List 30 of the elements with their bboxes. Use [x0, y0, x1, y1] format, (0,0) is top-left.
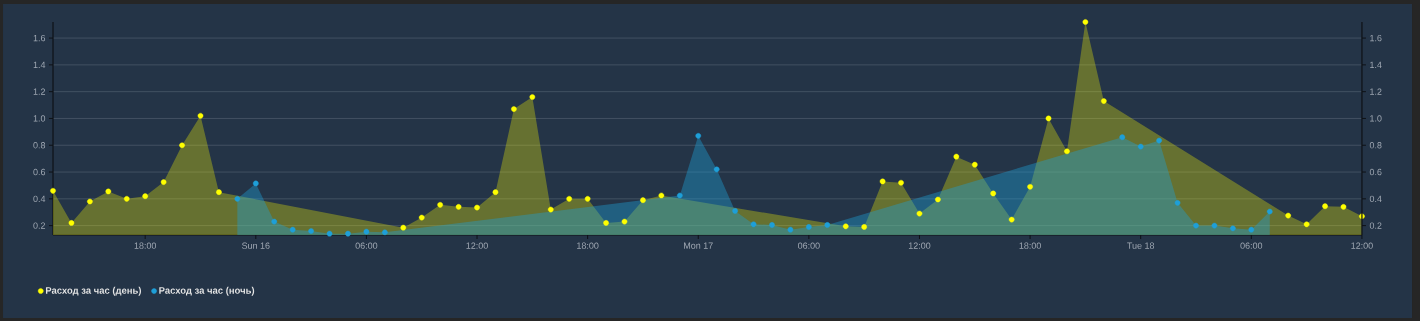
y-tick-label: 1.0 — [33, 115, 46, 122]
y2-tick-label: 0.4 — [1369, 195, 1382, 203]
y-tick-label: 0.8 — [33, 142, 46, 149]
y-tick-label: 1.4 — [33, 61, 46, 68]
x-tick-label: 06:00 — [797, 242, 820, 249]
x-tick-label: 18:00 — [1019, 242, 1041, 249]
y-tick-label: 1.2 — [33, 88, 46, 95]
legend-label: Расход за час (день) — [45, 286, 142, 296]
x-tick-label: 12:00 — [908, 242, 931, 249]
y2-tick-label: 1.6 — [1370, 34, 1382, 42]
y2-tick-label: 1.2 — [1370, 88, 1382, 95]
y-tick-label: 0.2 — [33, 222, 46, 229]
x-tick-label: 18:00 — [577, 242, 599, 249]
x-tick-label: 18:00 — [134, 242, 157, 249]
y2-tick-label: 1.4 — [1370, 61, 1382, 68]
x-tick-label: 12:00 — [466, 242, 488, 249]
y2-tick-label: 0.6 — [1369, 168, 1382, 176]
x-tick-label: 06:00 — [1240, 242, 1263, 249]
y2-tick-label: 0.2 — [1369, 222, 1382, 229]
y2-tick-label: 0.8 — [1369, 142, 1382, 149]
y-tick-label: 0.4 — [33, 195, 46, 203]
y-tick-label: 1.6 — [33, 34, 46, 42]
x-tick-label: Sun 16 — [242, 242, 270, 249]
legend-label: Расход за час (ночь) — [159, 286, 255, 296]
y-tick-label: 0.6 — [33, 168, 46, 176]
x-tick-label: 12:00 — [1351, 242, 1373, 249]
y2-tick-label: 1.0 — [1370, 115, 1382, 122]
x-tick-label: Mon 17 — [684, 242, 713, 249]
x-tick-label: 06:00 — [355, 242, 378, 249]
x-tick-label: Tue 18 — [1127, 242, 1155, 249]
